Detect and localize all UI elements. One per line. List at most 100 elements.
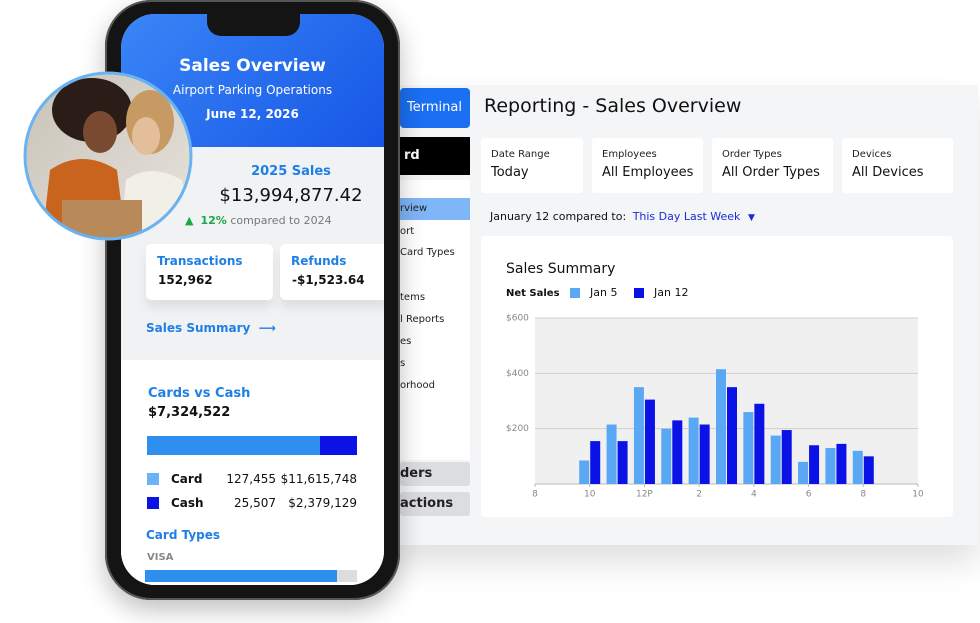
visa-bar-track [145,570,357,582]
bar [863,456,874,484]
bar [699,424,710,484]
sales-label: 2025 Sales [251,164,331,179]
bar [743,412,754,484]
x-tick-label: 10 [912,490,924,500]
card-types-title: Card Types [146,528,221,542]
phone-date: June 12, 2026 [206,107,299,121]
x-tick-label: 8 [532,490,538,500]
bar [644,399,655,484]
row-amount: $11,615,748 [280,472,357,486]
phone-title: Sales Overview [179,56,326,76]
y-tick-label: $600 [506,314,529,324]
filter-value: Today [491,165,529,180]
filter[interactable]: Date Range Today [481,138,583,193]
legend-label: Jan 5 [589,286,617,299]
legend-title: Net Sales [506,288,560,299]
photo-border [23,71,193,241]
x-tick-label: 6 [806,490,812,500]
x-tick-label: 2 [696,490,702,500]
compare-label: January 12 compared to: This Day Last We… [490,210,755,223]
bar [836,443,847,484]
terminal-label: Terminal [407,100,462,115]
notch [207,14,300,36]
legend-swatch [147,473,159,485]
stat-card: Refunds -$1,523.64 [280,244,384,300]
split-bar [147,436,357,455]
bar [672,420,683,484]
chart-title: Sales Summary [506,261,615,277]
visa-bar [145,570,337,582]
filter-label: Devices [852,149,892,160]
sidebar-header: rd [400,137,470,175]
bar [770,435,781,484]
sidebar-item[interactable]: rview [400,198,470,220]
dropdown-caret: ▼ [747,213,755,223]
sidebar-header-label: rd [404,148,420,163]
sales-summary-link[interactable]: Sales Summary ⟶ [146,321,276,335]
x-tick-label: 8 [860,490,866,500]
filter-label: Date Range [491,149,550,160]
split-title: Cards vs Cash [148,386,251,401]
x-tick-label: 10 [584,490,596,500]
filter[interactable]: Devices All Devices [842,138,953,193]
phone-screen: Sales Overview Airport Parking Operation… [121,14,384,585]
filter[interactable]: Employees All Employees [592,138,703,193]
stat-value: 152,962 [158,273,213,287]
stat-label: Refunds [291,254,347,268]
bar [825,448,836,484]
phone-subtitle: Airport Parking Operations [172,83,333,97]
bar [852,450,863,484]
bar [590,441,601,484]
bar [579,460,590,484]
sidebar-item[interactable]: l Reports [400,314,445,325]
sidebar-item[interactable]: tems [400,292,426,303]
sidebar-item[interactable]: s [400,358,406,369]
filter-label: Employees [602,149,657,160]
row-count: 25,507 [234,496,276,510]
sales-change: ▲ 12% compared to 2024 [185,214,332,227]
row-name: Card [171,472,203,486]
filter[interactable]: Order Types All Order Types [712,138,833,193]
legend-swatch [634,288,644,298]
filter-label: Order Types [722,149,782,160]
bar [727,387,737,484]
terminal-button[interactable]: Terminal [400,88,470,128]
sidebar-item[interactable]: ort [400,226,415,237]
bar [633,387,644,484]
sidebar-button[interactable]: actions [400,492,470,516]
bar [617,441,628,484]
y-tick-label: $200 [506,424,529,434]
bar [661,428,672,484]
phone: Sales Overview Airport Parking Operation… [105,0,400,600]
sidebar-button[interactable]: ders [400,462,470,486]
stat-label: Transactions [157,254,243,268]
change-text: compared to 2024 [230,214,332,227]
sales-value: $13,994,877.42 [219,185,363,206]
legend-swatch [147,497,159,509]
bar [781,430,792,484]
filter-value: All Order Types [722,165,820,180]
bar [688,417,699,484]
sidebar-item[interactable]: orhood [400,380,435,391]
sidebar-item[interactable]: es [400,336,412,347]
change-value: 12% [200,214,227,227]
bar [809,445,820,484]
bar [798,461,809,484]
sidebar-item[interactable]: Card Types [400,247,455,258]
x-tick-label: 12P [636,490,653,500]
y-tick-label: $400 [506,369,529,379]
bar [716,369,726,484]
photo [23,71,193,241]
compare-select[interactable]: This Day Last Week [632,210,741,223]
row-name: Cash [171,496,204,510]
stat-card: Transactions 152,962 [146,244,273,300]
filter-value: All Devices [852,165,924,180]
sidebar: rview ort Card Types tems l Reports es s orhood [400,180,470,460]
legend-label: Jan 12 [653,286,688,299]
split-total: $7,324,522 [148,405,231,420]
photo-content [26,74,190,238]
split-section [121,360,384,585]
link-label: Sales Summary [146,321,251,335]
